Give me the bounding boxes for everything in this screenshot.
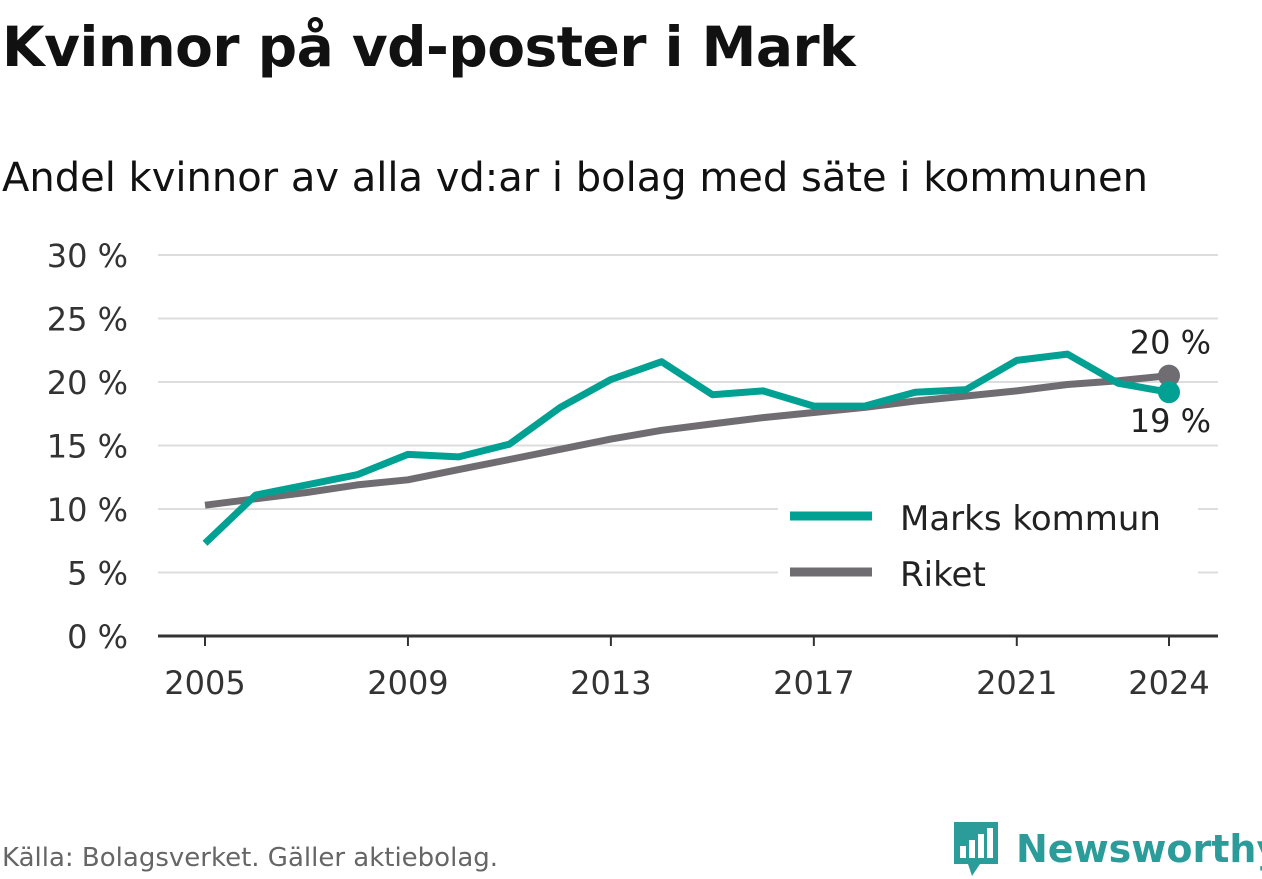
brand-name: Newsworthy — [1016, 827, 1262, 871]
x-tick-label: 2005 — [164, 664, 245, 702]
chart-subtitle: Andel kvinnor av alla vd:ar i bolag med … — [2, 155, 1148, 201]
source-note: Källa: Bolagsverket. Gäller aktiebolag. — [2, 843, 499, 873]
series-line-riket — [204, 372, 1170, 509]
y-tick-label: 0 % — [67, 618, 128, 656]
y-tick-label: 30 % — [47, 237, 128, 275]
x-tick-label: 2013 — [570, 664, 651, 702]
y-tick-label: 5 % — [67, 555, 128, 593]
legend-background — [778, 490, 1198, 608]
legend-label-marks-kommun: Marks kommun — [900, 499, 1161, 539]
chart-title: Kvinnor på vd-poster i Mark — [2, 15, 856, 79]
end-label-marks-kommun: 19 % — [1130, 402, 1211, 440]
y-axis-ticks: 0 % 5 % 10 % 15 % 20 % 25 % 30 % — [47, 237, 128, 656]
legend-label-riket: Riket — [900, 555, 986, 595]
x-tick-label: 2024 — [1128, 664, 1209, 702]
end-labels: 20 % 19 % — [1130, 324, 1211, 441]
gridlines — [158, 254, 1218, 638]
brand-logo: Newsworthy — [950, 818, 1262, 879]
y-tick-label: 15 % — [47, 428, 128, 466]
series-line-marks-kommun — [202, 350, 1170, 546]
legend: Marks kommun Riket — [778, 490, 1198, 608]
series-lines — [202, 350, 1180, 546]
y-tick-label: 20 % — [47, 364, 128, 402]
x-tick-label: 2009 — [367, 664, 448, 702]
line-chart: 0 %5 %10 %15 %20 %25 %30 % 2005 2009 2013 2… — [47, 237, 1218, 702]
y-tick-label: 25 % — [47, 301, 128, 339]
end-point-riket — [1158, 364, 1180, 387]
y-tick-label: 10 % — [47, 491, 128, 529]
x-axis-ticks: 2005 2009 2013 2017 2021 2024 — [164, 636, 1210, 702]
end-point-marks-kommun — [1158, 381, 1180, 404]
x-tick-label: 2017 — [773, 664, 854, 702]
x-tick-label: 2021 — [976, 664, 1057, 702]
end-label-riket: 20 % — [1130, 324, 1211, 362]
bar-chart-badge-icon — [954, 822, 998, 876]
